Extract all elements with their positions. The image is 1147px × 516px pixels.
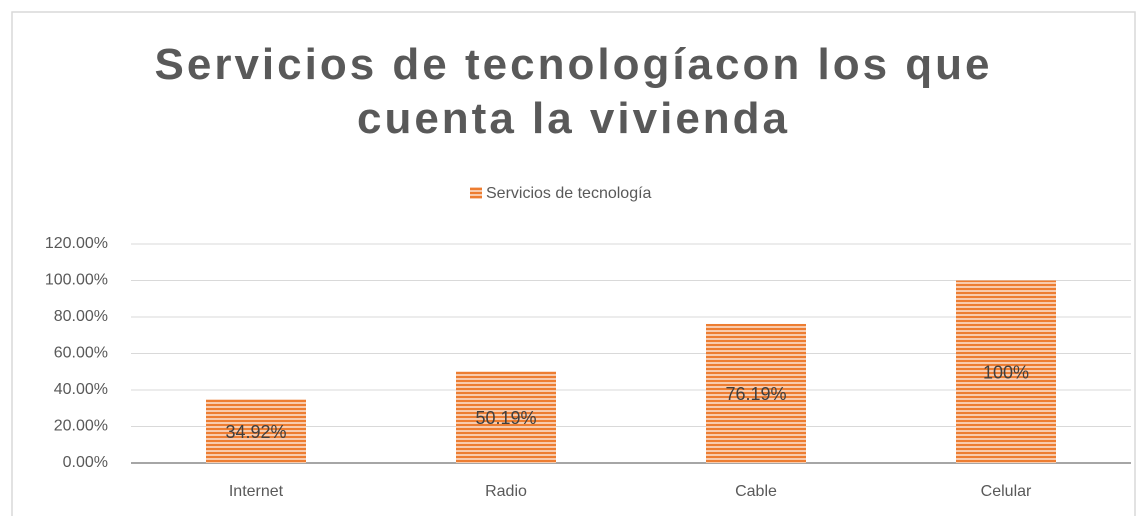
data-label: 34.92% — [225, 422, 286, 442]
bar — [956, 280, 1056, 463]
data-label: 50.19% — [475, 408, 536, 428]
y-tick-label: 100.00% — [45, 272, 108, 289]
legend-swatch — [470, 187, 482, 199]
y-tick-label: 20.00% — [54, 418, 108, 435]
x-tick-label: Celular — [981, 483, 1032, 500]
bar — [456, 371, 556, 463]
chart-border — [11, 11, 1136, 516]
y-tick-label: 80.00% — [54, 308, 108, 325]
bar — [706, 323, 806, 463]
data-label: 76.19% — [725, 384, 786, 404]
x-tick-label: Cable — [735, 483, 777, 500]
bar — [206, 399, 306, 463]
data-label: 100% — [983, 363, 1029, 383]
x-tick-label: Internet — [229, 483, 284, 500]
x-tick-label: Radio — [485, 483, 527, 500]
legend-label: Servicios de tecnología — [486, 185, 652, 202]
y-tick-label: 40.00% — [54, 381, 108, 398]
y-tick-label: 120.00% — [45, 235, 108, 252]
y-tick-label: 0.00% — [63, 454, 108, 471]
chart-title: Servicios de tecnologíacon los que cuent… — [154, 40, 993, 143]
y-tick-label: 60.00% — [54, 345, 108, 362]
